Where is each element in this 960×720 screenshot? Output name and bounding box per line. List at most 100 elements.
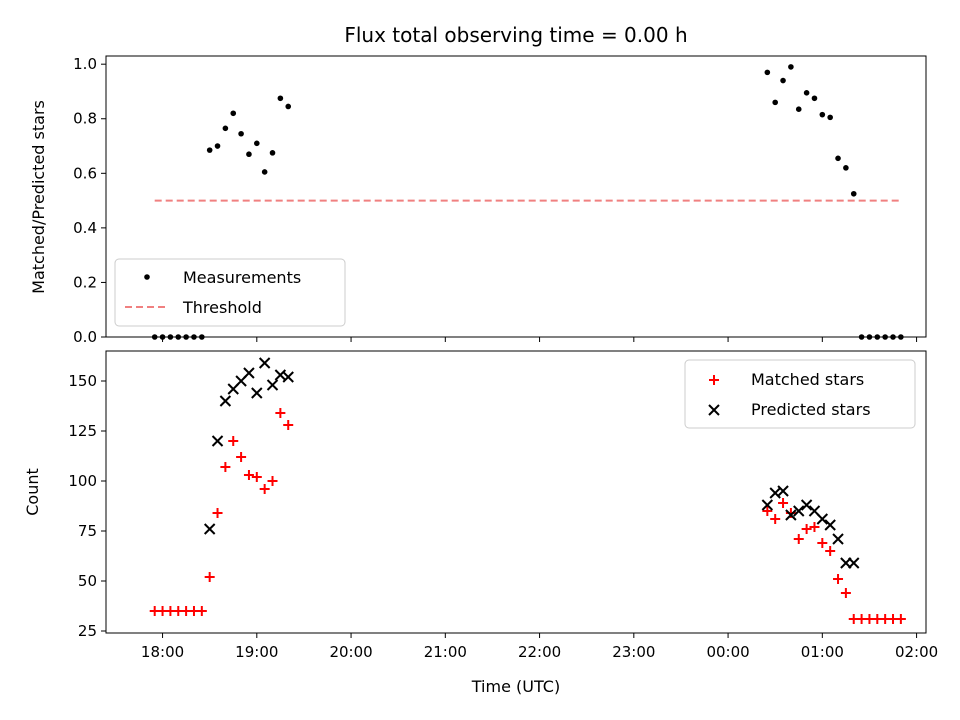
x-tick-label: 00:00 — [706, 643, 749, 661]
measurement-point — [214, 143, 221, 149]
predicted-point — [282, 371, 294, 383]
legend-label-predicted: Predicted stars — [751, 400, 871, 419]
measurement-point — [772, 99, 778, 106]
y-tick-label: 75 — [78, 522, 97, 540]
legend-label-matched: Matched stars — [751, 370, 864, 389]
x-tick-label: 18:00 — [141, 643, 184, 661]
measurement-point — [246, 151, 252, 158]
measurement-point — [803, 90, 810, 96]
predicted-point — [848, 557, 860, 569]
legend-label-measurements: Measurements — [183, 268, 301, 287]
y-tick-label: 0.6 — [73, 164, 97, 182]
y-tick-label: 0.8 — [73, 110, 97, 128]
matched-point — [212, 508, 223, 518]
y-tick-label: 0.0 — [73, 328, 97, 346]
matched-point — [840, 588, 851, 598]
predicted-point — [761, 499, 774, 511]
measurement-point — [780, 77, 786, 84]
measurement-point — [795, 106, 802, 112]
measurement-point — [843, 165, 849, 171]
measurement-point — [850, 190, 857, 197]
measurement-point — [238, 130, 244, 137]
y-tick-label: 0.2 — [73, 273, 97, 291]
measurement-point — [811, 95, 818, 102]
axes-frame — [105, 350, 927, 634]
y-tick-label: 100 — [68, 472, 97, 490]
x-tick-label: 02:00 — [895, 643, 938, 661]
x-tick-label: 23:00 — [612, 643, 655, 661]
matched-point — [275, 408, 286, 418]
measurement-point — [819, 111, 826, 118]
y-tick-label: 125 — [68, 422, 97, 440]
matched-point — [196, 606, 207, 616]
measurement-point — [827, 114, 833, 121]
matched-point — [895, 614, 906, 624]
y-tick-label: 50 — [78, 572, 97, 590]
matched-point — [825, 546, 836, 556]
y-tick-label: 25 — [78, 622, 97, 640]
predicted-point — [251, 387, 263, 399]
matched-point — [259, 484, 270, 494]
matched-point — [251, 472, 262, 482]
matched-point — [283, 420, 294, 430]
predicted-point — [243, 367, 255, 379]
predicted-point — [800, 499, 813, 511]
measurement-point — [230, 110, 237, 117]
bottom-y-axis-label: Count — [23, 468, 42, 516]
matched-point — [809, 522, 820, 532]
matched-point — [204, 572, 215, 582]
matched-point — [833, 574, 844, 584]
matched-point — [220, 462, 231, 472]
x-tick-label: 22:00 — [518, 643, 561, 661]
measurement-point — [261, 169, 268, 175]
axes-frame — [105, 55, 927, 338]
predicted-point — [816, 513, 829, 525]
top-y-axis-label: Matched/Predicted stars — [29, 100, 48, 294]
predicted-point — [777, 485, 789, 497]
predicted-point — [793, 505, 805, 517]
measurement-point — [764, 69, 771, 76]
matched-point — [793, 534, 804, 544]
x-tick-label: 20:00 — [329, 643, 372, 661]
x-tick-label: 01:00 — [801, 643, 844, 661]
matched-point — [228, 436, 239, 446]
legend-measurement-marker — [144, 274, 150, 280]
matched-point — [817, 538, 828, 548]
measurement-point — [269, 150, 276, 156]
legend-predicted-marker — [708, 404, 720, 416]
matched-point — [267, 476, 278, 486]
measurement-point — [206, 147, 213, 153]
measurement-point — [254, 140, 260, 147]
predicted-point — [258, 357, 271, 369]
matched-point — [801, 524, 812, 534]
predicted-point — [266, 379, 279, 391]
legend-box — [684, 359, 916, 429]
predicted-point — [824, 519, 836, 531]
y-tick-label: 1.0 — [73, 55, 97, 73]
matched-point — [770, 514, 781, 524]
y-tick-label: 0.4 — [73, 219, 97, 237]
matched-point — [778, 498, 789, 508]
x-tick-label: 19:00 — [235, 643, 278, 661]
predicted-point — [211, 435, 224, 447]
matched-point — [243, 470, 254, 480]
measurement-point — [277, 95, 284, 102]
legend-matched-marker — [709, 375, 719, 385]
chart-title: Flux total observing time = 0.00 h — [344, 23, 687, 47]
bottom-axes: 18:00 19:00 20:00 21:00 22:00 23:00 00:00 01:00… — [68, 350, 938, 661]
predicted-point — [203, 523, 216, 535]
measurement-point — [788, 64, 794, 70]
top-axes: 0.0 0.2 0.4 0.6 0.8 1.0 Measurements Threshold — [73, 55, 927, 346]
legend-box — [114, 258, 346, 327]
y-tick-label: 150 — [68, 372, 97, 390]
predicted-point — [219, 395, 232, 407]
predicted-point — [785, 509, 797, 521]
measurement-point — [835, 155, 841, 162]
legend-label-threshold: Threshold — [182, 298, 262, 317]
x-tick-label: 21:00 — [424, 643, 467, 661]
measurement-point — [222, 125, 229, 132]
matched-point — [236, 452, 247, 462]
x-axis-label: Time (UTC) — [471, 677, 560, 696]
predicted-point — [832, 533, 844, 545]
